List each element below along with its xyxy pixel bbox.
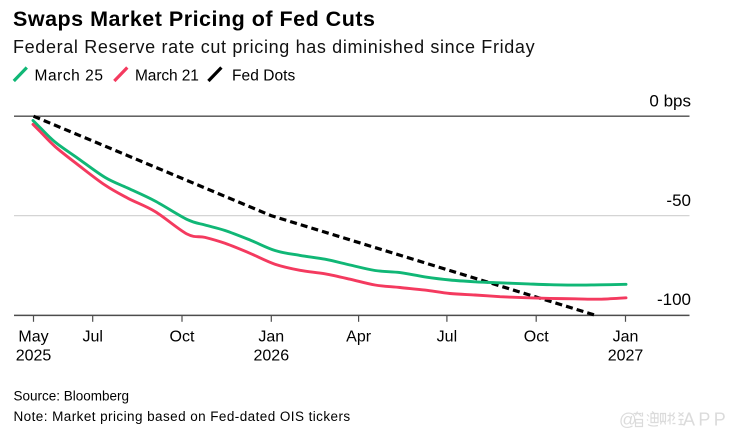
- svg-text:@: @: [619, 410, 637, 430]
- svg-text:Apr: Apr: [346, 329, 372, 346]
- svg-text:Jan: Jan: [258, 329, 284, 346]
- svg-text:Oct: Oct: [524, 329, 549, 346]
- svg-text:May: May: [18, 329, 48, 346]
- svg-text:Oct: Oct: [170, 329, 195, 346]
- svg-text:Jul: Jul: [82, 329, 102, 346]
- svg-text:Fed Dots: Fed Dots: [232, 68, 295, 85]
- svg-text:Jul: Jul: [437, 329, 457, 346]
- svg-text:Note: Market pricing based on: Note: Market pricing based on Fed-dated …: [14, 409, 351, 424]
- svg-text:2027: 2027: [608, 348, 644, 365]
- svg-text:0 bps: 0 bps: [649, 92, 691, 111]
- svg-text:Jan: Jan: [613, 329, 639, 346]
- svg-text:-50: -50: [666, 191, 691, 210]
- svg-text:Swaps Market Pricing of Fed Cu: Swaps Market Pricing of Fed Cuts: [13, 7, 375, 31]
- svg-text:March 25: March 25: [35, 68, 104, 85]
- svg-text:2026: 2026: [254, 348, 290, 365]
- svg-text:March 21: March 21: [135, 68, 199, 85]
- svg-text:2025: 2025: [16, 348, 52, 365]
- svg-text:APP: APP: [683, 410, 729, 430]
- svg-text:Source: Bloomberg: Source: Bloomberg: [14, 389, 130, 404]
- svg-text:Federal Reserve rate cut prici: Federal Reserve rate cut pricing has dim…: [13, 37, 535, 57]
- svg-text:-100: -100: [657, 290, 691, 309]
